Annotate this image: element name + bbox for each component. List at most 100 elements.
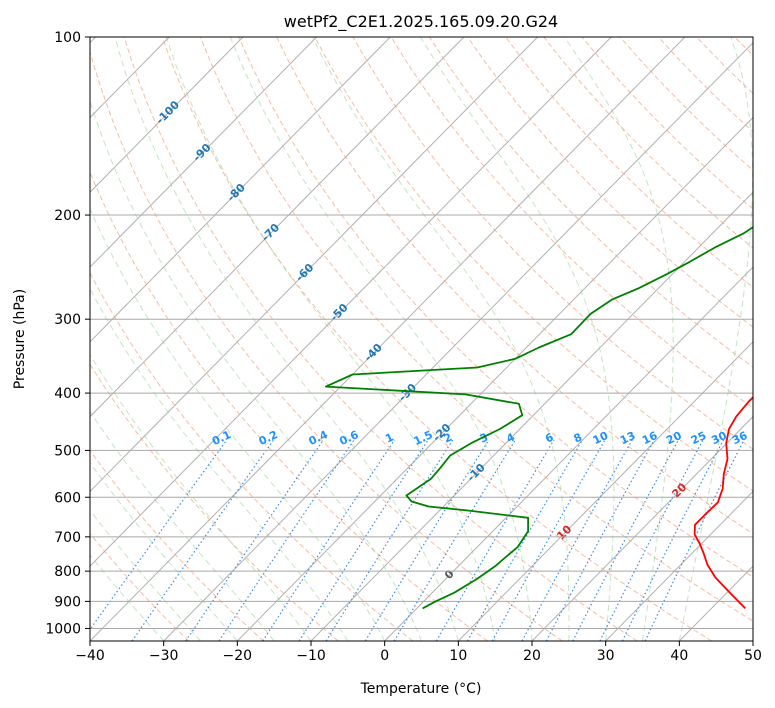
y-tick-label: 500: [54, 443, 81, 459]
mixing-ratio-label: 20: [664, 429, 684, 447]
x-tick-label: 10: [449, 648, 467, 664]
mixing-ratio-line: [621, 439, 724, 641]
dry-adiabat-line: [123, 37, 638, 641]
plot-frame: [89, 36, 754, 642]
isotherm-line: [531, 415, 753, 641]
y-tick-label: 900: [54, 594, 81, 610]
dry-adiabat-line: [467, 37, 753, 328]
mixing-ratio-line: [644, 439, 745, 641]
x-axis-label: Temperature (°C): [360, 681, 482, 697]
mixing-ratio-label: 10: [591, 429, 611, 447]
y-tick-label: 100: [54, 30, 81, 46]
isotherm-line: [384, 266, 753, 641]
moist-adiabat-line: [114, 37, 459, 641]
isotherm-line: [236, 116, 753, 641]
mixing-ratio-label: 16: [640, 429, 660, 447]
isotherm-line: [457, 341, 753, 641]
mixing-ratio-line: [599, 439, 704, 641]
y-tick-label: 400: [54, 386, 81, 402]
isotherm-line: [90, 37, 317, 268]
mixing-ratio-label: 1.5: [412, 428, 435, 448]
mixing-ratio-line: [491, 439, 606, 641]
x-tick-label: 50: [744, 648, 762, 664]
isotherm-line: [678, 565, 753, 641]
mixing-ratio-line: [466, 439, 583, 641]
y-tick-label: 300: [54, 312, 81, 328]
y-tick-label: 200: [54, 208, 81, 224]
mixing-ratio-label: 13: [618, 429, 637, 447]
moist-adiabat-line: [678, 37, 753, 641]
mixing-ratio-label: 6: [543, 430, 556, 445]
temperature-profile-line: [693, 396, 753, 610]
moist-adiabat-line: [90, 207, 386, 641]
mixing-ratio-line: [521, 439, 633, 641]
dry-adiabat-line: [90, 449, 264, 641]
y-axis-label: Pressure (hPa): [12, 289, 28, 389]
dry-adiabat-line: [161, 37, 712, 641]
x-tick-label: 0: [380, 648, 389, 664]
mixing-ratio-line: [185, 439, 324, 641]
x-tick-label: −40: [75, 648, 105, 664]
dry-adiabat-line: [90, 532, 190, 641]
mixing-ratio-label: 8: [572, 431, 584, 446]
mixing-ratio-line: [262, 439, 396, 641]
dry-adiabat-line: [696, 37, 753, 95]
mixing-ratio-label: 36: [730, 429, 750, 447]
mixing-ratio-line: [90, 439, 228, 631]
dry-adiabat-line: [314, 37, 753, 492]
dry-adiabat-line: [352, 37, 753, 450]
mixing-ratio-line: [131, 439, 275, 641]
isotherm-line: [90, 37, 391, 343]
mixing-ratio-line: [435, 439, 555, 641]
dry-adiabat-line: [90, 363, 339, 641]
x-tick-label: 40: [670, 648, 688, 664]
moist-adiabat-line: [90, 509, 201, 641]
moist-adiabat-line: [165, 37, 496, 641]
moist-adiabat-line: [90, 353, 312, 641]
moist-adiabat-line: [564, 37, 674, 641]
isotherm-line: [90, 37, 686, 641]
isotherm-line: [605, 490, 753, 641]
y-tick-label: 1000: [45, 621, 81, 637]
x-tick-label: 30: [597, 648, 615, 664]
isotherm-line: [752, 640, 753, 641]
dry-adiabat-line: [276, 37, 753, 535]
isotherm-line: [90, 37, 538, 493]
dry-adiabat-line: [90, 271, 414, 641]
mixing-ratio-line: [298, 439, 429, 641]
moist-adiabat-line: [420, 37, 615, 641]
moist-adiabat-line: [90, 410, 275, 641]
dry-adiabat-line: [657, 37, 753, 133]
dry-adiabat-line: [505, 37, 753, 288]
dry-adiabat-line: [734, 37, 753, 56]
chart-title: wetPf2_C2E1.2025.165.09.20.G24: [284, 12, 558, 32]
dry-adiabat-line: [543, 37, 753, 249]
mixing-ratio-line: [364, 439, 490, 641]
isotherm-line: [90, 37, 465, 418]
moist-adiabat-line: [90, 462, 238, 641]
isotherm-line: [90, 37, 244, 193]
mixing-ratio-label: 0.1: [210, 428, 233, 448]
mixing-ratio-line: [393, 439, 516, 641]
y-tick-label: 800: [54, 564, 81, 580]
mixing-ratio-label: 0.2: [257, 428, 280, 448]
mixing-ratio-label: 25: [689, 429, 708, 447]
moist-adiabat-line: [90, 99, 422, 641]
dry-adiabat-line: [199, 37, 753, 622]
dry-adiabat-line: [90, 49, 563, 641]
dry-adiabat-line: [581, 37, 753, 210]
x-tick-label: −30: [149, 648, 179, 664]
moist-adiabat-line: [229, 37, 533, 641]
isotherm-line: [163, 41, 753, 641]
mixing-ratio-line: [218, 439, 355, 641]
mixing-ratio-line: [325, 439, 454, 641]
dry-adiabat-line: [238, 37, 753, 578]
dry-adiabat-line: [390, 37, 753, 409]
mixing-ratio-line: [572, 439, 679, 641]
dry-adiabat-line: [428, 37, 753, 368]
dewpoint-profile-line: [325, 226, 753, 610]
x-tick-label: −20: [223, 648, 253, 664]
y-tick-label: 600: [54, 490, 81, 506]
y-tick-label: 700: [54, 530, 81, 546]
